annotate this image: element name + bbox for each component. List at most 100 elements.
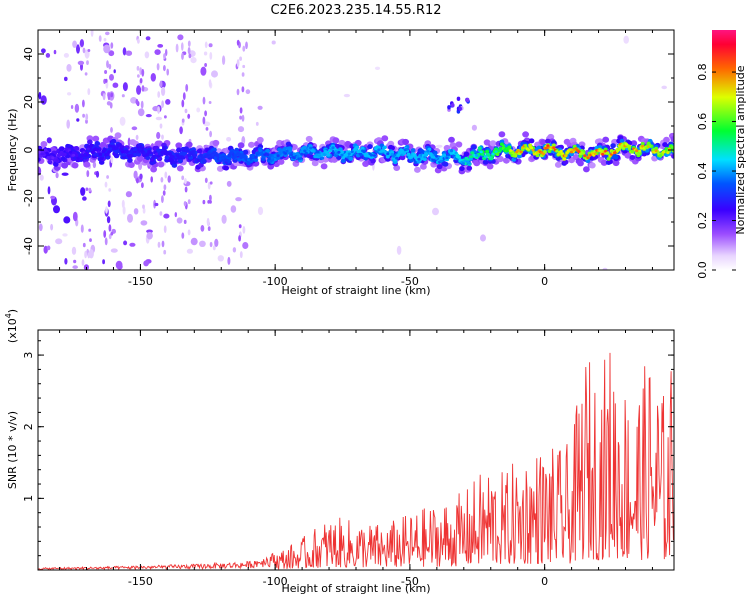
heatmap-cell: [181, 175, 185, 181]
heatmap-cell: [326, 153, 331, 157]
heatmap-cell: [156, 140, 163, 147]
heatmap-cell: [203, 121, 211, 127]
spectrogram-ytick-label: -20: [22, 189, 35, 207]
heatmap-cell: [501, 144, 505, 148]
snr-ticks: -150 -100 -50 0 1 2 3: [22, 330, 674, 588]
heatmap-cell: [237, 126, 245, 133]
heatmap-cell: [167, 175, 171, 183]
heatmap-cell: [564, 154, 568, 158]
heatmap-cell: [211, 153, 215, 157]
heatmap-cell: [164, 171, 168, 179]
heatmap-cell: [110, 156, 114, 164]
heatmap-cell: [395, 156, 399, 160]
heatmap-cell: [84, 72, 88, 76]
snr-ytick-label: 2: [22, 423, 35, 430]
heatmap-cell: [138, 148, 142, 151]
heatmap-cell: [234, 147, 239, 152]
heatmap-cell: [176, 165, 184, 172]
heatmap-cell: [254, 155, 258, 159]
heatmap-cell: [241, 114, 245, 122]
heatmap-cell: [164, 155, 170, 160]
heatmap-cell: [156, 131, 161, 140]
heatmap-cell: [562, 159, 569, 165]
heatmap-cell: [605, 151, 609, 155]
heatmap-cell: [72, 211, 78, 222]
heatmap-cell: [66, 119, 70, 129]
heatmap-cell: [183, 201, 187, 207]
heatmap-cell: [72, 265, 78, 269]
heatmap-cell: [340, 158, 346, 163]
heatmap-cell: [283, 152, 288, 155]
heatmap-cell: [185, 84, 189, 92]
heatmap-cell: [242, 45, 246, 52]
heatmap-cell: [285, 149, 289, 153]
heatmap-cell: [127, 137, 131, 147]
heatmap-cell: [175, 153, 180, 158]
snr-ylabel: SNR (10 * v/v): [6, 411, 19, 489]
heatmap-cell: [422, 157, 427, 161]
heatmap-cell: [459, 166, 465, 172]
heatmap-cell: [583, 166, 590, 173]
heatmap-cell: [124, 149, 129, 154]
heatmap-cell: [80, 224, 84, 233]
heatmap-cell: [410, 148, 416, 153]
heatmap-cell: [55, 159, 59, 162]
heatmap-cell: [343, 93, 350, 98]
heatmap-cell: [670, 145, 674, 149]
heatmap-cell: [485, 152, 489, 156]
heatmap-cell: [277, 158, 285, 165]
heatmap-cell: [136, 155, 144, 162]
heatmap-cell: [255, 121, 259, 126]
heatmap-cell: [409, 155, 414, 159]
heatmap-cell: [175, 43, 179, 53]
heatmap-cell: [159, 123, 163, 129]
heatmap-cell: [187, 47, 191, 55]
heatmap-cell: [162, 190, 166, 196]
heatmap-cell: [565, 151, 569, 155]
heatmap-cell: [110, 231, 114, 236]
heatmap-cell: [73, 259, 77, 264]
heatmap-cell: [165, 99, 171, 105]
spectrogram-xtick-label: -100: [263, 275, 288, 288]
heatmap-cell: [334, 150, 338, 153]
heatmap-cell: [598, 149, 602, 153]
spectrogram-ytick-label: 20: [22, 95, 35, 109]
heatmap-cell: [181, 42, 184, 51]
heatmap-cell: [519, 150, 523, 154]
heatmap-cell: [256, 136, 264, 144]
heatmap-cell: [517, 154, 523, 159]
heatmap-cell: [82, 113, 85, 118]
heatmap-cell: [161, 86, 166, 96]
heatmap-cell: [498, 131, 506, 138]
heatmap-cell: [136, 85, 142, 95]
heatmap-cell: [602, 267, 608, 270]
heatmap-cell: [53, 49, 57, 55]
heatmap-cell: [208, 43, 213, 48]
heatmap-cell: [458, 158, 462, 162]
heatmap-cell: [222, 55, 226, 65]
heatmap-cell: [266, 153, 270, 157]
heatmap-cell: [203, 51, 208, 56]
heatmap-cell: [76, 44, 80, 54]
heatmap-cell: [175, 142, 183, 149]
heatmap-cell: [654, 146, 659, 151]
heatmap-cell: [207, 181, 211, 190]
heatmap-cell: [455, 141, 463, 148]
heatmap-cell: [39, 174, 44, 181]
heatmap-cell: [182, 92, 186, 100]
heatmap-cell: [150, 73, 156, 82]
heatmap-cell: [449, 149, 454, 153]
heatmap-cell: [239, 115, 243, 120]
heatmap-cell: [551, 143, 556, 147]
heatmap-cell: [321, 156, 325, 160]
heatmap-cell: [86, 135, 94, 142]
heatmap-cell: [315, 153, 319, 157]
heatmap-cell: [98, 35, 102, 42]
heatmap-cell: [271, 40, 276, 45]
heatmap-cell: [138, 144, 143, 149]
heatmap-cell: [562, 157, 567, 161]
heatmap-cell: [545, 138, 551, 144]
heatmap-cell: [160, 177, 164, 183]
colorbar-tick-label: 0.2: [696, 212, 709, 230]
heatmap-cell: [447, 105, 451, 110]
